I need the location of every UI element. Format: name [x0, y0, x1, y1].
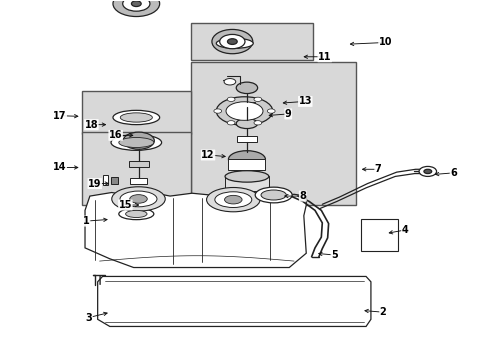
- Ellipse shape: [216, 97, 272, 125]
- Bar: [102, 175, 108, 185]
- Ellipse shape: [125, 210, 147, 217]
- Text: 2: 2: [379, 307, 386, 317]
- Bar: [128, 161, 149, 167]
- Text: 18: 18: [84, 120, 98, 130]
- Ellipse shape: [227, 39, 237, 44]
- Polygon shape: [85, 192, 305, 267]
- Ellipse shape: [228, 151, 265, 168]
- Ellipse shape: [224, 78, 235, 85]
- Ellipse shape: [261, 190, 286, 200]
- Text: 7: 7: [374, 164, 381, 174]
- Ellipse shape: [423, 169, 431, 174]
- Ellipse shape: [227, 97, 235, 102]
- Text: 14: 14: [53, 162, 66, 172]
- Text: 15: 15: [119, 200, 132, 210]
- Polygon shape: [98, 276, 370, 327]
- Ellipse shape: [227, 121, 235, 125]
- Ellipse shape: [255, 187, 291, 203]
- Ellipse shape: [206, 188, 260, 212]
- Ellipse shape: [112, 187, 165, 211]
- Text: 12: 12: [201, 150, 214, 160]
- Ellipse shape: [211, 30, 252, 54]
- Ellipse shape: [253, 121, 261, 125]
- Text: 17: 17: [53, 111, 66, 121]
- Text: 10: 10: [378, 37, 391, 48]
- Bar: [224, 176, 268, 192]
- Bar: [228, 159, 265, 170]
- Ellipse shape: [119, 138, 154, 148]
- Ellipse shape: [224, 171, 268, 182]
- Bar: [361, 219, 397, 251]
- Bar: [236, 136, 257, 142]
- Ellipse shape: [122, 0, 150, 11]
- Ellipse shape: [123, 132, 154, 149]
- Ellipse shape: [131, 1, 141, 6]
- Ellipse shape: [225, 102, 263, 120]
- Bar: [111, 177, 118, 184]
- Ellipse shape: [236, 82, 257, 94]
- Ellipse shape: [113, 0, 159, 17]
- Ellipse shape: [111, 135, 161, 150]
- Ellipse shape: [119, 208, 154, 220]
- Ellipse shape: [236, 118, 257, 129]
- Ellipse shape: [216, 39, 253, 48]
- Text: 11: 11: [317, 52, 331, 62]
- Ellipse shape: [129, 195, 147, 203]
- Text: 19: 19: [88, 179, 102, 189]
- Text: 6: 6: [449, 168, 456, 178]
- Ellipse shape: [214, 192, 251, 207]
- Bar: [191, 23, 312, 60]
- Ellipse shape: [219, 35, 244, 49]
- Text: 8: 8: [299, 191, 305, 201]
- Text: 13: 13: [298, 96, 311, 107]
- Text: 5: 5: [330, 250, 337, 260]
- Text: 4: 4: [401, 225, 407, 235]
- Ellipse shape: [224, 195, 242, 204]
- Bar: [238, 102, 255, 107]
- Ellipse shape: [253, 97, 261, 102]
- Text: 16: 16: [109, 130, 122, 140]
- Ellipse shape: [120, 191, 157, 207]
- Ellipse shape: [120, 113, 152, 122]
- Ellipse shape: [113, 111, 159, 125]
- Text: 3: 3: [85, 312, 92, 323]
- Ellipse shape: [213, 109, 221, 113]
- Ellipse shape: [418, 166, 436, 176]
- Bar: [81, 91, 191, 134]
- Text: 1: 1: [83, 216, 90, 226]
- Bar: [130, 178, 147, 184]
- Bar: [191, 62, 356, 205]
- Bar: [81, 132, 191, 205]
- Text: 9: 9: [285, 109, 291, 119]
- Ellipse shape: [213, 195, 229, 203]
- Ellipse shape: [267, 109, 275, 113]
